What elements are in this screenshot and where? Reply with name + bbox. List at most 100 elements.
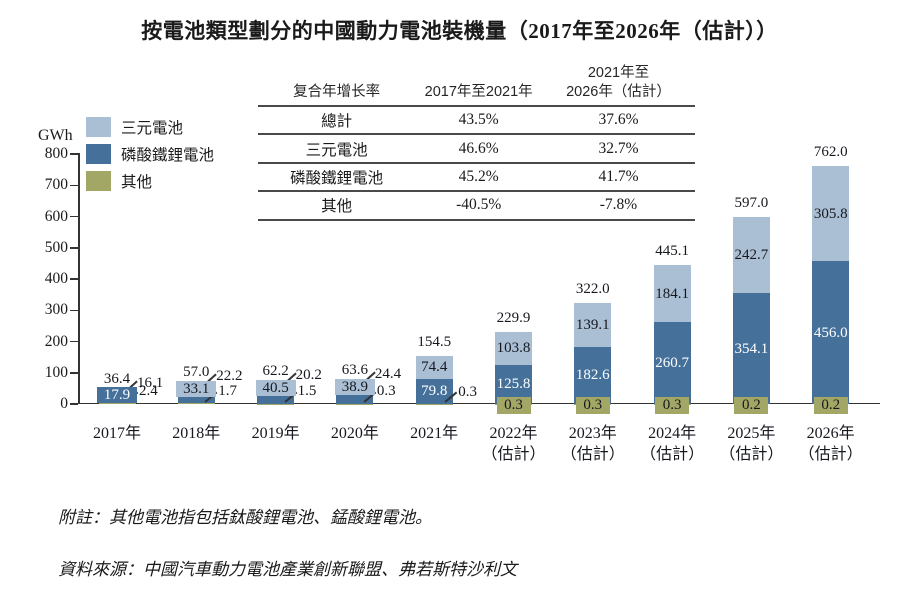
bar-value-label-lfp: 33.1 (176, 381, 217, 398)
table-row: 三元電池 46.6% 32.7% (258, 135, 695, 164)
bar-segment-ternary (574, 303, 612, 347)
table-row: 其他 -40.5% -7.8% (258, 192, 695, 221)
bar-value-label-ternary: 16.1 (137, 374, 164, 391)
bar-value-label-ternary: 242.7 (734, 247, 769, 264)
y-axis-tick (70, 372, 78, 374)
bar-total-label: 597.0 (734, 195, 769, 212)
row-label: 磷酸鐵鋰電池 (290, 169, 384, 187)
bar-value-label-other: 0.3 (655, 397, 690, 414)
bar-segment-lfp (812, 261, 850, 404)
table-row: 磷酸鐵鋰電池 45.2% 41.7% (258, 164, 695, 193)
row-value-1: 46.6% (458, 139, 499, 157)
y-axis-tick (70, 153, 78, 155)
footnote: 附註：其他電池指包括鈦酸鋰電池、錳酸鋰電池。 (58, 508, 432, 527)
bar-total-label: 322.0 (575, 281, 610, 298)
bar-segment-ternary (653, 264, 691, 323)
bar-value-label-ternary: 20.2 (295, 366, 322, 383)
bar-total-label: 62.2 (262, 362, 289, 379)
bar-segment-lfp (574, 346, 612, 404)
bar-value-label-other: 0.3 (376, 383, 396, 399)
x-axis-line (78, 402, 880, 404)
bar-value-label-lfp: 40.5 (255, 379, 296, 396)
bar-value-label-lfp: 456.0 (813, 324, 848, 341)
legend-item-lfp: 磷酸鐵鋰電池 (86, 143, 214, 164)
bar-value-label-other: 0.2 (734, 397, 769, 414)
row-value-2: 37.6% (598, 111, 639, 129)
y-axis-tick (70, 340, 78, 343)
bar-value-label-other: 0.3 (575, 397, 610, 414)
bar-segment-lfp (177, 393, 215, 404)
legend-item-ternary: 三元電池 (86, 116, 214, 137)
legend-swatch-ternary-icon (86, 116, 111, 137)
cagr-table: 复合年增长率 2017年至2021年 2021年至 2026年（估計） 總計 4… (258, 60, 695, 221)
bar-segment-ternary (812, 165, 850, 262)
bar-value-label-other: 1.7 (218, 383, 238, 399)
legend-label: 其他 (121, 173, 153, 191)
x-tick-label: 2017年 (92, 425, 141, 442)
bar-total-label: 445.1 (655, 242, 689, 259)
x-tick-label: 2024年 （估計） (640, 425, 705, 463)
cagr-header-metric: 复合年增长率 (293, 84, 381, 100)
row-label: 其他 (321, 198, 353, 216)
y-tick-label: 100 (44, 363, 68, 381)
bar-value-label-lfp: 38.9 (334, 379, 375, 396)
x-tick-label: 2025年 （估計） (719, 425, 784, 463)
row-value-2: 32.7% (598, 139, 639, 157)
bar-segment-ternary (495, 332, 532, 365)
row-value-1: -40.5% (456, 196, 502, 214)
bar-segment-other (98, 403, 136, 404)
page-title: 按電池類型劃分的中國動力電池裝機量（2017年至2026年（估計）） (141, 19, 778, 43)
bar-total-label: 229.9 (496, 310, 531, 327)
bar-value-label-other: 0.3 (458, 384, 477, 400)
y-axis-unit-label: GWh (38, 127, 73, 144)
legend-swatch-lfp-icon (86, 143, 111, 164)
bar-segment-lfp (732, 293, 770, 404)
bar-value-label-lfp: 79.8 (421, 383, 448, 400)
bar-value-label-ternary: 305.8 (813, 205, 848, 222)
row-label: 總計 (321, 113, 353, 131)
bar-value-label-ternary: 184.1 (655, 285, 689, 302)
y-tick-label: 500 (44, 238, 68, 256)
bar-total-label: 63.6 (341, 362, 369, 379)
bar-value-label-lfp: 182.6 (575, 367, 610, 384)
bar-value-label-ternary: 139.1 (575, 317, 610, 334)
stacked-bar-chart: 0 100 200 300 400 500 600 700 800 36.4 16.1 2.4 17.9… (44, 143, 880, 463)
bar-value-label-other: 1.5 (297, 383, 317, 399)
bar-value-label-ternary: 24.4 (374, 366, 402, 383)
bar-value-label-other: 0.2 (813, 397, 848, 414)
y-tick-label: 300 (44, 301, 68, 319)
bar-value-label-other: 0.3 (496, 397, 531, 414)
bar-segment-lfp (653, 322, 691, 404)
legend-label: 三元電池 (121, 119, 184, 137)
y-tick-label: 600 (44, 207, 68, 225)
legend-label: 磷酸鐵鋰電池 (121, 146, 215, 164)
x-tick-label: 2018年 (172, 425, 221, 442)
x-tick-label: 2022年 （估計） (481, 425, 546, 463)
y-axis-tick (70, 184, 78, 186)
bar-value-label-lfp: 17.9 (97, 387, 137, 403)
x-tick-label: 2026年 （估計） (798, 425, 863, 463)
bar-value-label-ternary: 22.2 (216, 368, 243, 385)
row-value-1: 43.5% (458, 111, 499, 129)
x-tick-label: 2019年 (251, 425, 300, 442)
cagr-table-header-row: 复合年增长率 2017年至2021年 2021年至 2026年（估計） (258, 60, 695, 107)
y-tick-label: 800 (44, 145, 68, 162)
cagr-header-2017-2021: 2017年至2021年 (424, 84, 533, 100)
source-note: 資料來源：中國汽車動力電池產業創新聯盟、弗若斯特沙利文 (58, 560, 517, 579)
bar-segment-ternary (732, 217, 770, 294)
y-tick-label: 0 (60, 395, 68, 412)
bar-segment-ternary (415, 355, 453, 379)
y-axis-tick (70, 403, 78, 405)
bar-value-label-ternary: 103.8 (496, 340, 531, 357)
bar-value-label-lfp: 354.1 (734, 340, 769, 357)
bar-total-label: 36.4 (103, 370, 131, 387)
cagr-header-2021-2026: 2021年至 2026年（估計） (566, 65, 671, 100)
bar-total-label: 57.0 (183, 364, 210, 381)
x-tick-label: 2020年 (330, 425, 379, 442)
bar-value-label-lfp: 125.8 (496, 376, 531, 393)
bar-total-label: 762.0 (813, 143, 848, 160)
y-axis-line (78, 153, 80, 404)
y-axis-tick (70, 247, 78, 249)
y-tick-label: 400 (44, 270, 68, 287)
bar-value-label-other: 2.4 (139, 383, 158, 399)
